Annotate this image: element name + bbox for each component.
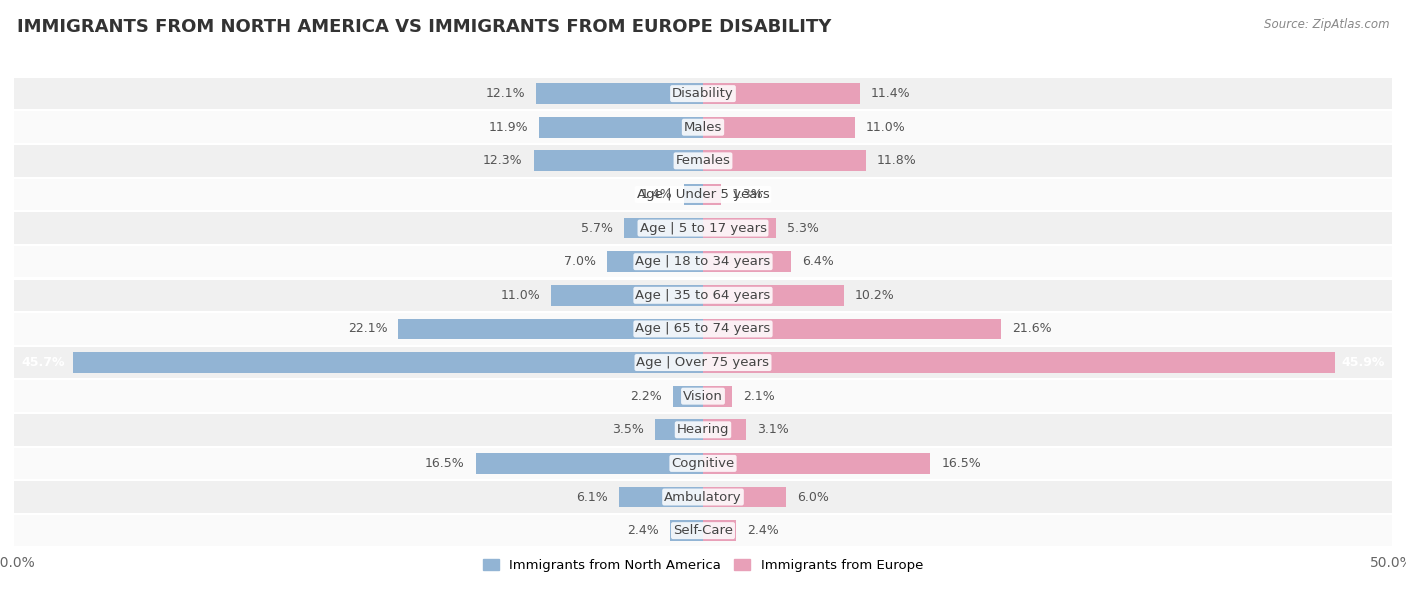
Bar xyxy=(14,246,1392,277)
Bar xyxy=(533,151,703,171)
Bar xyxy=(14,515,1392,547)
Bar xyxy=(703,487,786,507)
Text: 21.6%: 21.6% xyxy=(1012,323,1052,335)
Bar xyxy=(703,352,1336,373)
Bar xyxy=(669,520,703,541)
Bar xyxy=(683,184,703,205)
Text: 22.1%: 22.1% xyxy=(347,323,388,335)
Bar xyxy=(538,117,703,138)
Bar xyxy=(14,212,1392,244)
Bar xyxy=(703,453,931,474)
Text: Vision: Vision xyxy=(683,390,723,403)
Text: Age | Under 5 years: Age | Under 5 years xyxy=(637,188,769,201)
Bar xyxy=(14,481,1392,513)
Bar xyxy=(14,381,1392,412)
Text: Age | 65 to 74 years: Age | 65 to 74 years xyxy=(636,323,770,335)
Text: Source: ZipAtlas.com: Source: ZipAtlas.com xyxy=(1264,18,1389,31)
Text: Disability: Disability xyxy=(672,87,734,100)
Text: 45.7%: 45.7% xyxy=(21,356,65,369)
Text: 5.7%: 5.7% xyxy=(582,222,613,234)
Text: 11.8%: 11.8% xyxy=(876,154,917,167)
Text: 11.0%: 11.0% xyxy=(866,121,905,134)
Bar xyxy=(703,218,776,239)
Bar xyxy=(536,83,703,104)
Bar xyxy=(606,252,703,272)
Bar xyxy=(14,347,1392,378)
Text: 45.9%: 45.9% xyxy=(1341,356,1385,369)
Bar xyxy=(14,111,1392,143)
Bar xyxy=(14,313,1392,345)
Text: 6.0%: 6.0% xyxy=(797,490,828,504)
Bar xyxy=(14,145,1392,177)
Text: 2.4%: 2.4% xyxy=(747,524,779,537)
Text: Hearing: Hearing xyxy=(676,424,730,436)
Bar xyxy=(703,386,733,406)
Text: Males: Males xyxy=(683,121,723,134)
Bar xyxy=(703,520,737,541)
Text: Age | 35 to 64 years: Age | 35 to 64 years xyxy=(636,289,770,302)
Text: 2.1%: 2.1% xyxy=(742,390,775,403)
Bar xyxy=(551,285,703,306)
Bar xyxy=(14,179,1392,211)
Bar xyxy=(14,78,1392,110)
Text: 3.1%: 3.1% xyxy=(756,424,789,436)
Text: 6.1%: 6.1% xyxy=(576,490,607,504)
Text: Age | 5 to 17 years: Age | 5 to 17 years xyxy=(640,222,766,234)
Bar xyxy=(703,419,745,440)
Bar xyxy=(703,318,1001,339)
Text: Age | 18 to 34 years: Age | 18 to 34 years xyxy=(636,255,770,268)
Bar xyxy=(14,414,1392,446)
Bar xyxy=(619,487,703,507)
Bar xyxy=(703,184,721,205)
Text: 12.1%: 12.1% xyxy=(485,87,526,100)
Text: 16.5%: 16.5% xyxy=(425,457,464,470)
Bar xyxy=(703,151,866,171)
Text: Ambulatory: Ambulatory xyxy=(664,490,742,504)
Text: 12.3%: 12.3% xyxy=(482,154,523,167)
Text: 10.2%: 10.2% xyxy=(855,289,894,302)
Text: 5.3%: 5.3% xyxy=(787,222,818,234)
Bar xyxy=(73,352,703,373)
Bar xyxy=(703,83,860,104)
Text: Females: Females xyxy=(675,154,731,167)
Text: 3.5%: 3.5% xyxy=(612,424,644,436)
Text: 1.3%: 1.3% xyxy=(733,188,763,201)
Text: Age | Over 75 years: Age | Over 75 years xyxy=(637,356,769,369)
Text: IMMIGRANTS FROM NORTH AMERICA VS IMMIGRANTS FROM EUROPE DISABILITY: IMMIGRANTS FROM NORTH AMERICA VS IMMIGRA… xyxy=(17,18,831,36)
Text: 2.2%: 2.2% xyxy=(630,390,662,403)
Text: 11.9%: 11.9% xyxy=(488,121,529,134)
Text: 11.4%: 11.4% xyxy=(872,87,911,100)
Bar xyxy=(398,318,703,339)
Text: 6.4%: 6.4% xyxy=(803,255,834,268)
Bar xyxy=(703,117,855,138)
Bar xyxy=(475,453,703,474)
Bar xyxy=(14,280,1392,311)
Text: 16.5%: 16.5% xyxy=(942,457,981,470)
Text: 2.4%: 2.4% xyxy=(627,524,659,537)
Text: 7.0%: 7.0% xyxy=(564,255,596,268)
Bar xyxy=(624,218,703,239)
Bar xyxy=(14,447,1392,479)
Text: Cognitive: Cognitive xyxy=(672,457,734,470)
Legend: Immigrants from North America, Immigrants from Europe: Immigrants from North America, Immigrant… xyxy=(478,554,928,578)
Text: 11.0%: 11.0% xyxy=(501,289,540,302)
Bar xyxy=(703,252,792,272)
Bar xyxy=(655,419,703,440)
Text: Self-Care: Self-Care xyxy=(673,524,733,537)
Bar xyxy=(703,285,844,306)
Text: 1.4%: 1.4% xyxy=(641,188,672,201)
Bar xyxy=(672,386,703,406)
